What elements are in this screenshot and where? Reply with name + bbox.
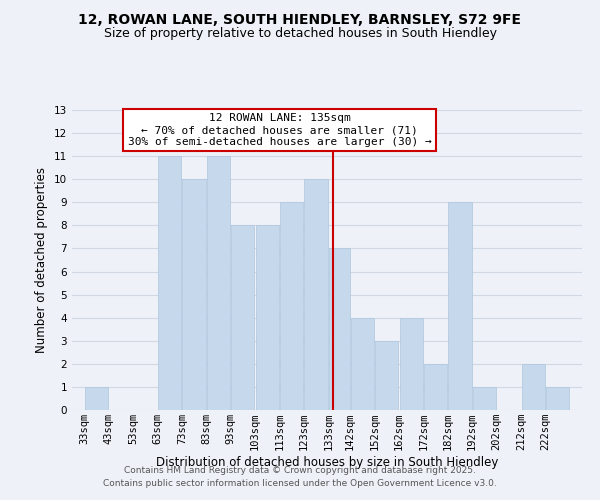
Bar [182, 179, 206, 410]
Text: 12, ROWAN LANE, SOUTH HIENDLEY, BARNSLEY, S72 9FE: 12, ROWAN LANE, SOUTH HIENDLEY, BARNSLEY… [79, 12, 521, 26]
Bar [448, 202, 472, 410]
Bar [375, 341, 398, 410]
Bar [158, 156, 181, 410]
Bar [521, 364, 545, 410]
Bar [329, 248, 350, 410]
X-axis label: Distribution of detached houses by size in South Hiendley: Distribution of detached houses by size … [156, 456, 498, 469]
Bar [424, 364, 447, 410]
Y-axis label: Number of detached properties: Number of detached properties [35, 167, 49, 353]
Bar [207, 156, 230, 410]
Bar [304, 179, 328, 410]
Bar [546, 387, 569, 410]
Text: Contains HM Land Registry data © Crown copyright and database right 2025.
Contai: Contains HM Land Registry data © Crown c… [103, 466, 497, 487]
Bar [231, 226, 254, 410]
Text: 12 ROWAN LANE: 135sqm
← 70% of detached houses are smaller (71)
30% of semi-deta: 12 ROWAN LANE: 135sqm ← 70% of detached … [128, 114, 431, 146]
Bar [280, 202, 303, 410]
Bar [85, 387, 108, 410]
Text: Size of property relative to detached houses in South Hiendley: Size of property relative to detached ho… [104, 28, 497, 40]
Bar [400, 318, 423, 410]
Bar [256, 226, 279, 410]
Bar [351, 318, 374, 410]
Bar [473, 387, 496, 410]
